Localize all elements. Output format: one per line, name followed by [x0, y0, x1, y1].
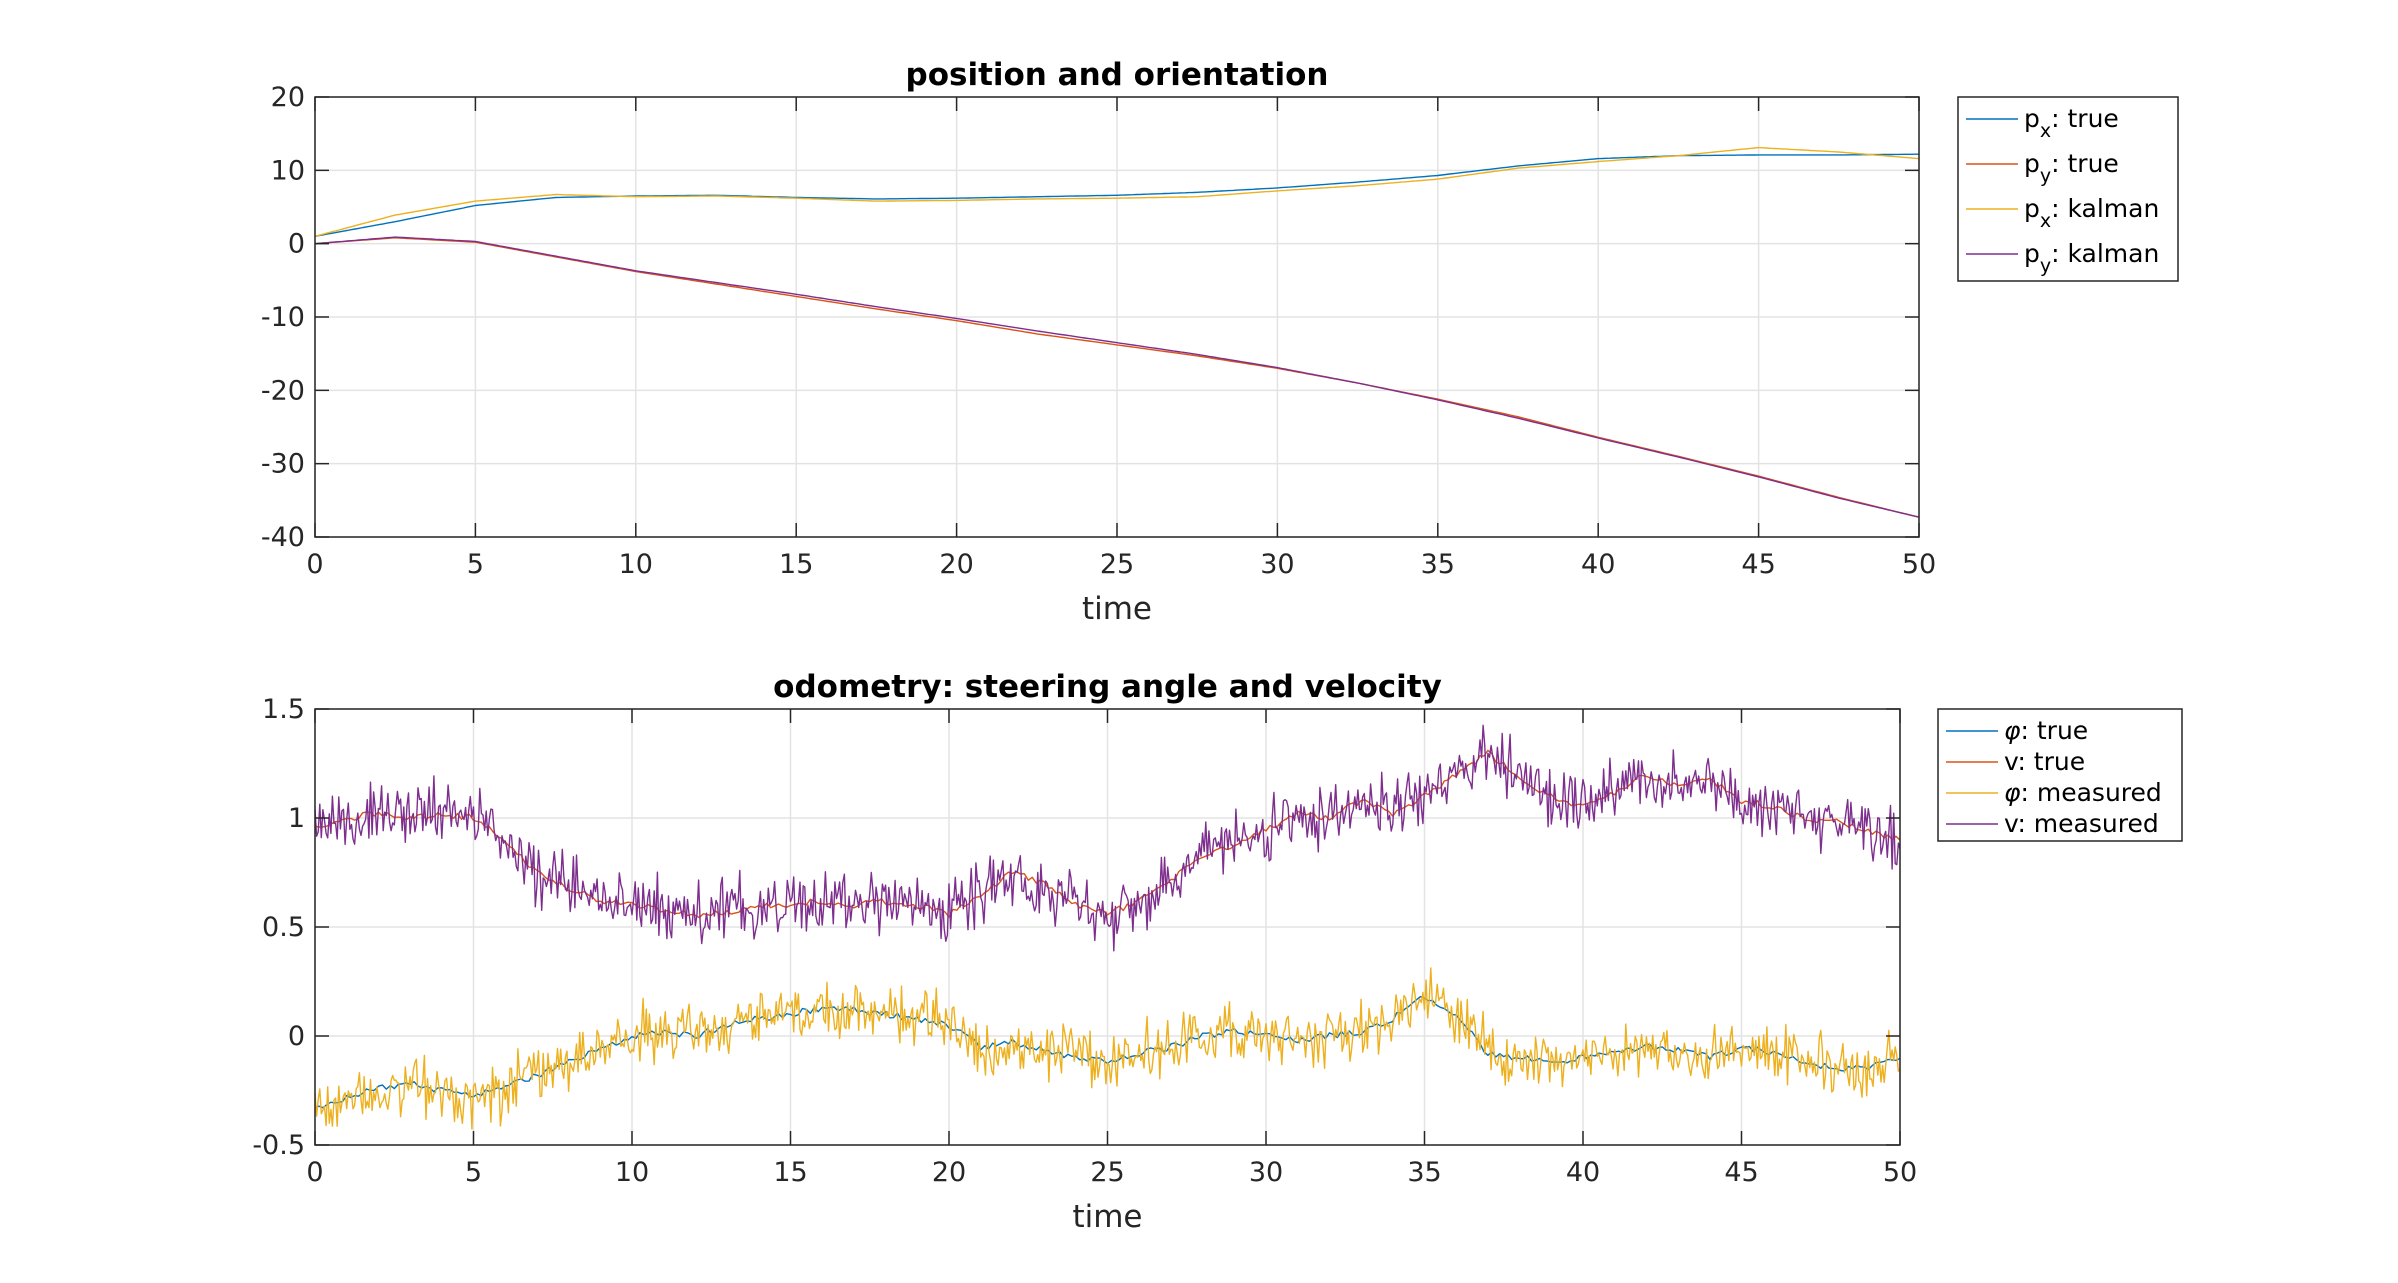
- y-tick-label: 1: [288, 803, 305, 834]
- y-tick-label: -30: [261, 449, 305, 480]
- legend-entry: φ: true: [2004, 716, 2088, 745]
- x-tick-label: 45: [1724, 1157, 1758, 1188]
- legend-entry-main: v: [2004, 809, 2019, 838]
- legend-entry-subscript: y: [2040, 255, 2051, 277]
- legend-entry-rest: : true: [2017, 747, 2085, 776]
- chart-title: position and orientation: [906, 57, 1329, 93]
- x-tick-label: 45: [1741, 549, 1775, 580]
- x-tick-label: 15: [779, 549, 813, 580]
- legend-entry-subscript: x: [2040, 210, 2051, 232]
- series-lines: [314, 724, 1901, 1130]
- y-tick-label: 0: [288, 1021, 305, 1052]
- legend-entry-rest: : kalman: [2051, 239, 2159, 268]
- x-axis-label: time: [1082, 591, 1152, 627]
- y-tick-label: 20: [271, 82, 305, 113]
- legend-entry: v: true: [2004, 747, 2085, 776]
- series-lines: [314, 146, 1920, 518]
- x-tick-label: 0: [306, 549, 323, 580]
- legend-entry-main: p: [2024, 194, 2040, 223]
- legend-entry-main: v: [2004, 747, 2019, 776]
- y-tick-label: -10: [261, 302, 305, 333]
- y-tick-label: 0: [288, 229, 305, 260]
- ticks: 0 5 10 15 20 25 30 35 40 45 50 -40 -30 -20 -10 0 10 20: [261, 82, 1936, 580]
- legend-entry-main: p: [2024, 149, 2040, 178]
- x-tick-label: 20: [932, 1157, 966, 1188]
- legend-entry-main: p: [2024, 104, 2040, 133]
- y-tick-label: 0.5: [262, 912, 305, 943]
- x-tick-label: 30: [1260, 549, 1294, 580]
- legend-entry: φ: measured: [2004, 778, 2162, 807]
- legend-entry: v: measured: [2004, 809, 2159, 838]
- series-line-2: [314, 967, 1901, 1130]
- x-tick-label: 30: [1249, 1157, 1283, 1188]
- y-tick-label: 1.5: [262, 694, 305, 725]
- x-tick-label: 35: [1407, 1157, 1441, 1188]
- x-tick-label: 50: [1883, 1157, 1917, 1188]
- legend-entry-main: φ: [2004, 716, 2021, 745]
- series-line-0: [314, 153, 1919, 237]
- series-line-3: [314, 236, 1920, 518]
- legend-entry-main: φ: [2004, 778, 2021, 807]
- legend-box: [1957, 96, 2179, 282]
- x-tick-label: 10: [619, 549, 653, 580]
- x-tick-label: 5: [465, 1157, 482, 1188]
- x-tick-label: 20: [939, 549, 973, 580]
- x-tick-label: 5: [467, 549, 484, 580]
- x-tick-label: 50: [1902, 549, 1936, 580]
- series-line-2: [314, 146, 1920, 237]
- legend-entry-rest: : true: [2051, 149, 2119, 178]
- x-tick-label: 40: [1566, 1157, 1600, 1188]
- legend-entry-subscript: x: [2040, 120, 2051, 142]
- legend-entry-rest: : measured: [2021, 778, 2162, 807]
- legend-entry-rest: : true: [2021, 716, 2089, 745]
- legend-entry-rest: : true: [2051, 104, 2119, 133]
- y-tick-label: -40: [261, 522, 305, 553]
- x-axis-label: time: [1072, 1199, 1142, 1235]
- chart-title: odometry: steering angle and velocity: [773, 669, 1442, 705]
- legend-entry: px: kalman: [2024, 194, 2159, 232]
- y-tick-label: -0.5: [252, 1130, 305, 1161]
- position-orientation-chart: 0 5 10 15 20 25 30 35 40 45 50 -40 -30 -20 -10 0 10 20 po…: [261, 57, 2179, 627]
- y-tick-label: -20: [261, 375, 305, 406]
- x-tick-label: 40: [1581, 549, 1615, 580]
- legend-entry-subscript: y: [2040, 165, 2051, 187]
- x-tick-label: 35: [1421, 549, 1455, 580]
- x-tick-label: 25: [1090, 1157, 1124, 1188]
- series-line-3: [314, 724, 1901, 952]
- legend-entry: py: true: [2024, 149, 2119, 187]
- legend-entry-main: p: [2024, 239, 2040, 268]
- legend-entry-rest: : kalman: [2051, 194, 2159, 223]
- legend-entry: px: true: [2024, 104, 2119, 142]
- ticks: 0 5 10 15 20 25 30 35 40 45 50-0.500.511.5: [252, 694, 1917, 1188]
- x-tick-label: 15: [773, 1157, 807, 1188]
- x-tick-label: 10: [615, 1157, 649, 1188]
- legend-entry-rest: : measured: [2017, 809, 2158, 838]
- x-tick-label: 0: [306, 1157, 323, 1188]
- legend-entry: py: kalman: [2024, 239, 2159, 277]
- odometry-chart: 0 5 10 15 20 25 30 35 40 45 50-0.500.511.5 odometr…: [252, 669, 2183, 1235]
- x-tick-label: 25: [1100, 549, 1134, 580]
- y-tick-label: 10: [271, 155, 305, 186]
